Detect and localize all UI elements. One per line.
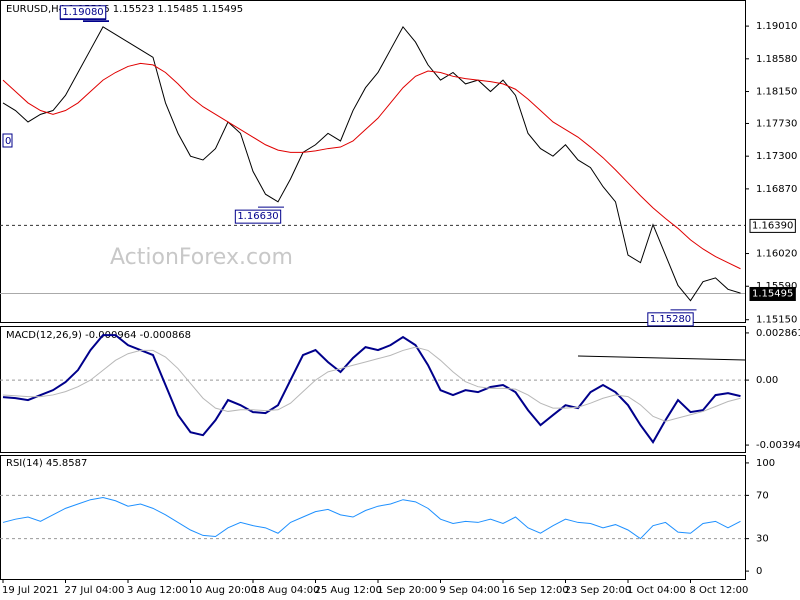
y-tick-label: 1.19010 [756, 21, 797, 32]
rsi-title: RSI(14) 45.8587 [6, 458, 87, 469]
annotation-box [234, 209, 282, 224]
last-price-label: 1.15495 [752, 288, 793, 299]
y-tick-label: 0.00 [756, 375, 778, 386]
annotation: 1.15280 [650, 314, 691, 325]
annotation: 1.19080 [62, 7, 103, 18]
y-tick-label: 1.18150 [756, 87, 797, 98]
trend-line [577, 355, 746, 361]
tag-box [2, 133, 13, 148]
x-tick-label: 1 Sep 20:00 [377, 585, 437, 596]
annotation: 1.16630 [237, 211, 278, 222]
x-tick-label: 16 Sep 12:00 [502, 585, 569, 596]
level-label: 1.16390 [752, 220, 793, 231]
y-tick-label: 1.17300 [756, 151, 797, 162]
y-tick-label: -0.00394 [756, 440, 800, 451]
last-price-label-box [749, 286, 796, 301]
x-tick-label: 19 Jul 2021 [2, 585, 59, 596]
y-tick-label: 1.15590 [756, 281, 797, 292]
level-label-box [749, 218, 796, 233]
y-tick-label: 1.18580 [756, 54, 797, 65]
macd-title: MACD(12,26,9) -0.000964 -0.000868 [6, 330, 191, 341]
y-tick-label: 0.002861 [756, 328, 800, 339]
y-tick-label: 70 [756, 490, 769, 501]
y-tick-label: 100 [756, 458, 775, 469]
y-tick-label: 1.16870 [756, 184, 797, 195]
series-line [2, 62, 741, 270]
x-tick-label: 8 Oct 12:00 [690, 585, 749, 596]
y-tick-label: 1.16020 [756, 249, 797, 260]
x-tick-label: 10 Aug 20:00 [190, 585, 257, 596]
x-tick-label: 18 Aug 04:00 [252, 585, 319, 596]
series-line [2, 497, 741, 540]
series-line [2, 334, 741, 444]
watermark: ActionForex.com [110, 245, 293, 270]
price-title: EURUSD,H4 1.15516 1.15523 1.15485 1.1549… [6, 4, 243, 15]
price-panel [0, 0, 746, 323]
macd-panel [0, 326, 746, 453]
series-line [2, 25, 741, 302]
y-tick-label: 0 [756, 566, 762, 577]
rsi-panel [0, 455, 746, 580]
x-tick-label: 3 Aug 12:00 [127, 585, 188, 596]
x-tick-label: 9 Sep 04:00 [440, 585, 500, 596]
x-tick-label: 1 Oct 04:00 [627, 585, 686, 596]
x-tick-label: 23 Sep 20:00 [565, 585, 632, 596]
y-tick-label: 1.15150 [756, 315, 797, 326]
tag: 0 [5, 136, 11, 147]
y-tick-label: 1.17730 [756, 118, 797, 129]
annotation-box [647, 312, 694, 327]
x-tick-label: 27 Jul 04:00 [65, 585, 125, 596]
x-tick-label: 25 Aug 12:00 [315, 585, 382, 596]
annotation-box [59, 5, 107, 20]
series-line [2, 346, 741, 422]
y-tick-label: 30 [756, 534, 769, 545]
